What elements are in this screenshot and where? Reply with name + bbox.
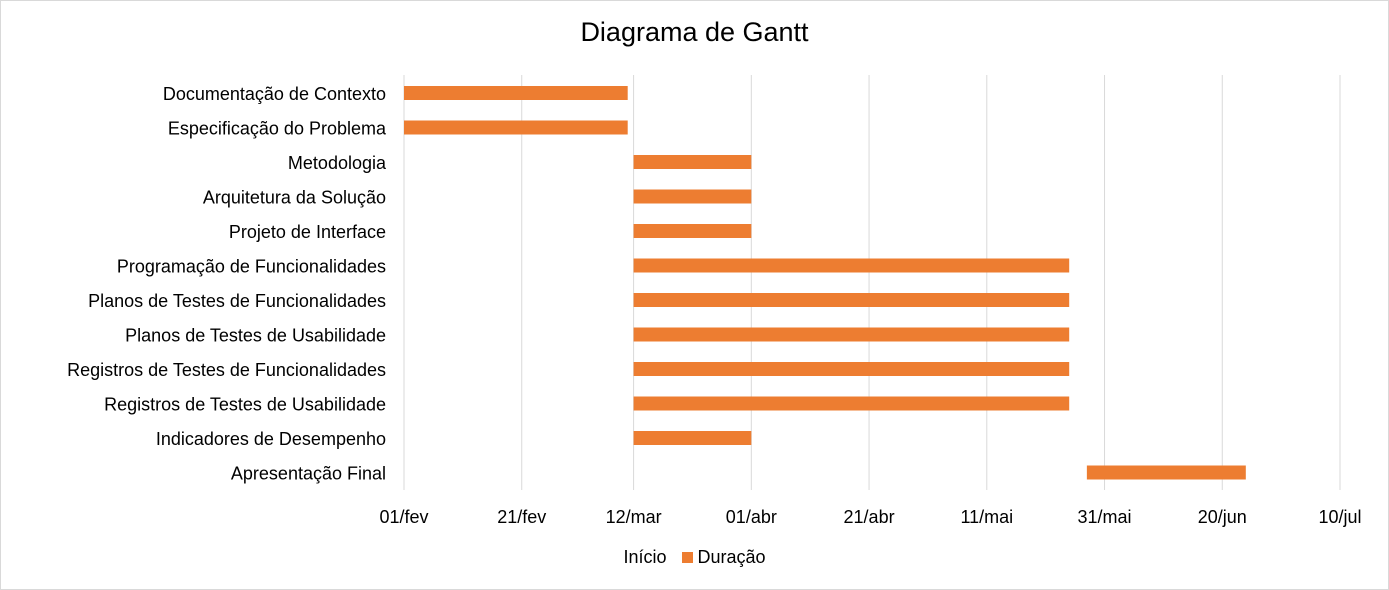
x-tick-label: 11/mai xyxy=(960,507,1013,527)
legend: Início Duração xyxy=(0,547,1389,568)
x-tick-label: 21/fev xyxy=(497,507,546,527)
y-category-label: Planos de Testes de Funcionalidades xyxy=(88,291,386,311)
x-tick-label: 21/abr xyxy=(844,507,895,527)
x-tick-label: 12/mar xyxy=(606,507,662,527)
duration-bar xyxy=(1086,465,1246,480)
x-tick-label: 01/fev xyxy=(379,507,428,527)
legend-label-start: Início xyxy=(623,547,667,567)
duration-bar xyxy=(633,293,1070,307)
duration-bar xyxy=(404,86,628,100)
duration-bar xyxy=(633,258,1070,273)
duration-bar xyxy=(633,189,752,204)
y-category-label: Programação de Funcionalidades xyxy=(117,257,386,277)
y-category-label: Arquitetura da Solução xyxy=(203,188,386,208)
x-tick-label: 20/jun xyxy=(1198,507,1247,527)
legend-item-duration: Duração xyxy=(681,547,766,568)
duration-bar xyxy=(404,120,628,135)
y-category-label: Planos de Testes de Usabilidade xyxy=(125,326,386,346)
duration-bar xyxy=(633,396,1070,411)
duration-bar xyxy=(633,224,752,238)
y-category-label: Apresentação Final xyxy=(231,464,386,484)
duration-bar xyxy=(633,431,752,445)
chart-title: Diagrama de Gantt xyxy=(580,17,809,47)
x-tick-label: 01/abr xyxy=(726,507,777,527)
y-category-label: Especificação do Problema xyxy=(168,119,387,139)
duration-bar xyxy=(633,362,1070,376)
y-category-label: Registros de Testes de Funcionalidades xyxy=(67,360,386,380)
legend-item-start: Início xyxy=(623,547,666,568)
y-category-label: Documentação de Contexto xyxy=(163,84,386,104)
duration-bar xyxy=(633,327,1070,342)
y-category-label: Indicadores de Desempenho xyxy=(156,429,386,449)
legend-label-duration: Duração xyxy=(697,547,766,567)
x-tick-label: 31/mai xyxy=(1078,507,1132,527)
y-category-label: Metodologia xyxy=(288,153,387,173)
y-category-label: Projeto de Interface xyxy=(229,222,386,242)
x-tick-label: 10/jul xyxy=(1318,507,1361,527)
duration-bar xyxy=(633,155,752,169)
legend-swatch-duration xyxy=(681,552,693,563)
y-category-label: Registros de Testes de Usabilidade xyxy=(104,395,386,415)
